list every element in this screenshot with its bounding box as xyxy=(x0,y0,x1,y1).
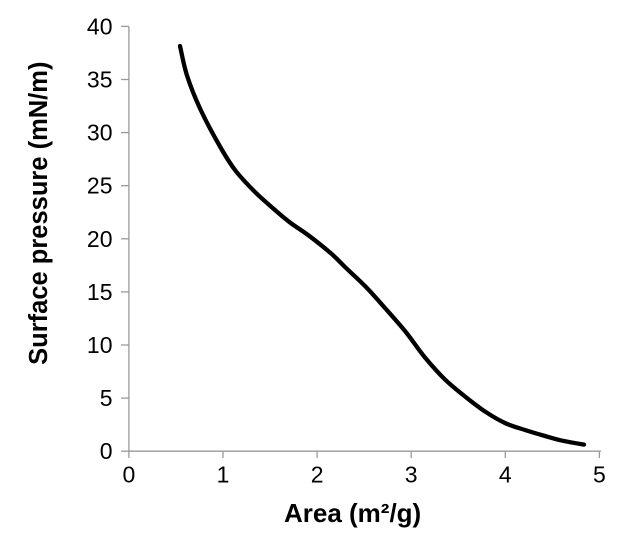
svg-text:Area (m²/g): Area (m²/g) xyxy=(284,498,421,528)
svg-text:35: 35 xyxy=(87,67,113,93)
svg-text:15: 15 xyxy=(87,279,113,305)
svg-text:2: 2 xyxy=(311,462,324,488)
svg-text:0: 0 xyxy=(100,438,113,464)
svg-text:20: 20 xyxy=(87,226,113,252)
svg-text:30: 30 xyxy=(87,120,113,146)
svg-text:3: 3 xyxy=(405,462,418,488)
svg-text:10: 10 xyxy=(87,332,113,358)
svg-text:Surface pressure (mN/m): Surface pressure (mN/m) xyxy=(25,62,53,365)
svg-text:1: 1 xyxy=(217,462,230,488)
svg-text:0: 0 xyxy=(123,462,136,488)
svg-text:40: 40 xyxy=(87,13,113,39)
svg-text:5: 5 xyxy=(100,385,113,411)
svg-text:4: 4 xyxy=(499,462,512,488)
svg-text:5: 5 xyxy=(593,462,606,488)
svg-text:25: 25 xyxy=(87,173,113,199)
